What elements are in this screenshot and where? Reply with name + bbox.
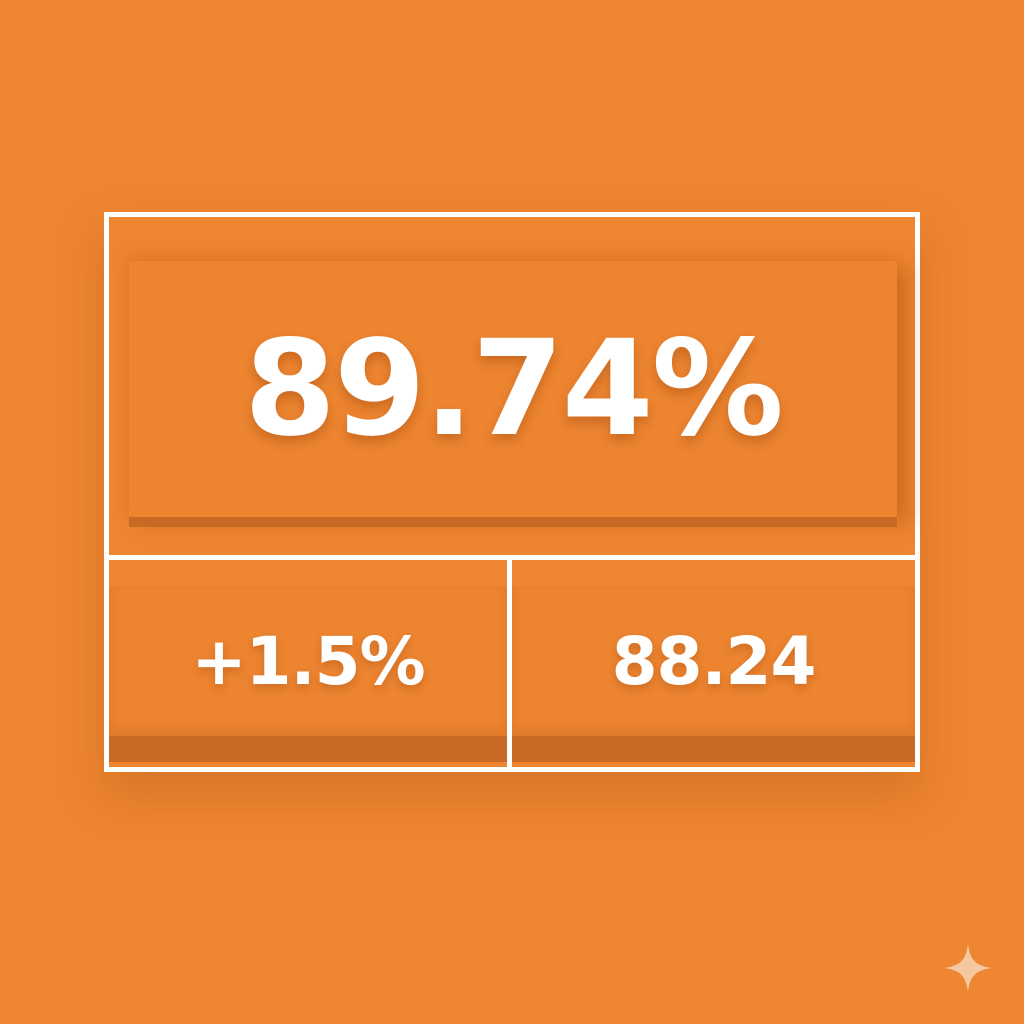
secondary-box: 88.24 (512, 586, 915, 762)
change-cell: +1.5% (109, 560, 512, 767)
change-box: +1.5% (109, 586, 507, 762)
main-value: 89.74% (244, 312, 784, 466)
secondary-cell: 88.24 (512, 560, 915, 767)
secondary-values-row: +1.5% 88.24 (109, 560, 915, 767)
main-value-panel: 89.74% (109, 217, 915, 560)
main-value-box: 89.74% (129, 261, 897, 517)
change-value: +1.5% (191, 622, 425, 700)
stat-card: 89.74% +1.5% 88.24 (104, 212, 920, 772)
sparkle-icon (944, 944, 992, 992)
secondary-value: 88.24 (611, 622, 817, 700)
